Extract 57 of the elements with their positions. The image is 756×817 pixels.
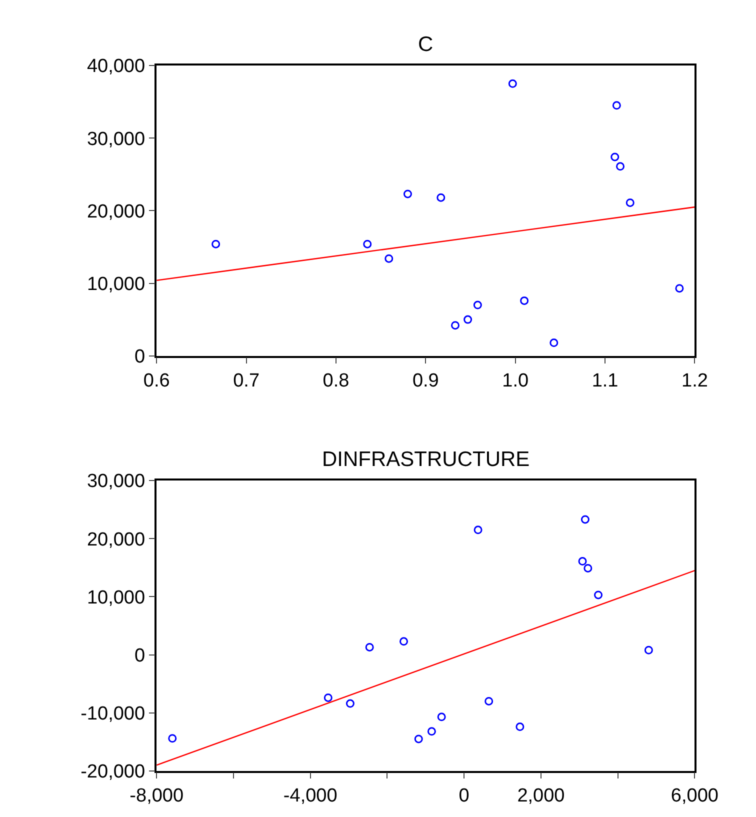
- x-tick-label: 6,000: [670, 785, 718, 806]
- y-tick-label: 10,000: [86, 274, 146, 295]
- point: [616, 162, 625, 171]
- point: [508, 79, 517, 88]
- y-tick-label: -20,000: [80, 762, 146, 783]
- chart-title: C: [418, 33, 434, 56]
- x-tick-label: 0.7: [233, 370, 260, 392]
- point: [464, 315, 472, 324]
- y-tick-label: 30,000: [86, 471, 146, 492]
- y-tick-label: 0: [134, 346, 146, 368]
- point: [520, 296, 529, 305]
- y-tick-label: 10,000: [86, 587, 146, 608]
- x-tick-label: 0: [458, 785, 470, 806]
- point: [400, 637, 408, 646]
- x-tick-label: 1.2: [681, 370, 708, 392]
- point: [644, 646, 653, 654]
- point: [584, 564, 592, 572]
- point: [610, 152, 620, 162]
- x-tick-label: 0.9: [412, 370, 439, 392]
- x-tick-label: 2,000: [517, 785, 565, 806]
- point: [484, 696, 494, 706]
- point: [550, 338, 558, 348]
- x-tick-label: 1.1: [592, 370, 618, 392]
- point: [212, 240, 220, 248]
- y-tick-label: -10,000: [80, 703, 146, 724]
- x-tick-label: -8,000: [130, 785, 184, 806]
- point: [427, 727, 436, 736]
- y-tick-label: 40,000: [86, 56, 146, 78]
- x-tick-label: 0.6: [143, 370, 170, 392]
- point: [451, 321, 460, 330]
- point: [324, 693, 332, 702]
- chart-title: DINFRASTRUCTURE: [322, 448, 530, 471]
- point: [594, 590, 603, 600]
- point: [168, 734, 177, 743]
- x-tick-label: 0.8: [322, 370, 350, 392]
- point: [626, 198, 634, 207]
- point: [474, 526, 482, 534]
- y-tick-label: 20,000: [86, 529, 146, 550]
- point: [675, 284, 684, 293]
- point: [384, 254, 394, 263]
- point: [580, 515, 590, 524]
- y-tick-label: 30,000: [86, 128, 146, 150]
- point: [516, 722, 524, 732]
- point: [403, 190, 412, 198]
- point: [437, 712, 446, 722]
- point: [365, 642, 374, 652]
- y-tick-label: 20,000: [86, 201, 146, 222]
- point: [414, 734, 423, 744]
- y-tick-label: 0: [134, 645, 146, 666]
- x-tick-label: 1.0: [502, 370, 529, 392]
- point: [473, 300, 482, 310]
- point: [578, 557, 587, 566]
- point: [612, 101, 621, 110]
- x-tick-label: -4,000: [283, 785, 338, 806]
- point: [346, 699, 354, 708]
- point: [436, 193, 446, 202]
- point: [363, 240, 372, 248]
